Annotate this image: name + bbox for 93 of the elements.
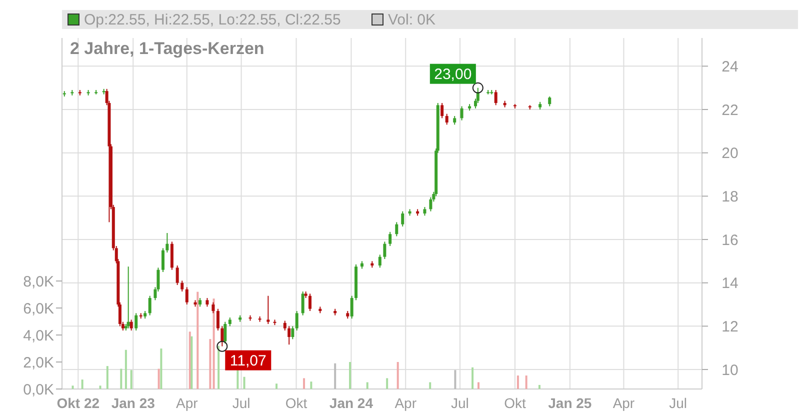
candlestick xyxy=(180,280,184,292)
y2-tick-label: 6,0K xyxy=(23,300,54,318)
candlestick xyxy=(161,248,164,272)
bar xyxy=(516,376,519,389)
bar xyxy=(236,370,239,389)
bar xyxy=(525,376,528,389)
bar xyxy=(106,366,108,389)
y-tick-label: 22 xyxy=(722,102,738,119)
x-tick-label: Jul xyxy=(451,395,469,411)
candlestick xyxy=(185,286,188,305)
x-tick-label: Okt 22 xyxy=(56,395,100,411)
candlestick xyxy=(130,319,133,331)
bar xyxy=(196,292,199,389)
candlestick xyxy=(224,321,227,344)
candlestick xyxy=(220,326,224,347)
candlestick xyxy=(401,210,404,227)
y2-tick-label: 0,0K xyxy=(23,381,54,398)
candlestick xyxy=(212,302,215,314)
annotation: 11,07 xyxy=(230,352,266,370)
y-tick-label: 14 xyxy=(722,275,738,292)
bar xyxy=(209,339,212,389)
candlestick xyxy=(548,96,552,107)
candlestick xyxy=(383,241,386,260)
y-tick-label: 12 xyxy=(722,318,738,336)
bar xyxy=(158,368,160,389)
bar xyxy=(349,362,352,389)
candlestick xyxy=(460,106,464,121)
x-tick-label: Jan 24 xyxy=(329,395,374,411)
y-tick-label: 20 xyxy=(722,145,738,162)
candlestick xyxy=(388,231,392,246)
x-tick-label: Jan 25 xyxy=(548,395,592,411)
x-tick-label: Jul xyxy=(232,395,250,411)
candlestick xyxy=(134,312,138,331)
bar xyxy=(120,368,122,389)
bar xyxy=(396,362,399,389)
candlestick xyxy=(148,295,152,316)
bar xyxy=(81,380,84,389)
bar xyxy=(276,384,278,389)
bar xyxy=(386,378,388,389)
bar xyxy=(429,382,432,389)
bar xyxy=(72,386,74,389)
bar xyxy=(472,367,474,389)
candlestick xyxy=(440,102,444,119)
x-tick-label: Jan 23 xyxy=(111,395,156,411)
text: Op:22.55, Hi:22.55, Lo:22.55, Cl:22.55 xyxy=(84,12,341,28)
candlestick xyxy=(445,113,448,126)
candlestick xyxy=(166,232,169,253)
bar xyxy=(212,298,215,389)
candlestick xyxy=(494,90,498,106)
text: Vol: 0K xyxy=(388,12,436,28)
x-tick-label: Okt xyxy=(504,395,526,411)
x-tick-label: Okt xyxy=(285,395,308,411)
bar xyxy=(190,336,193,389)
bar xyxy=(303,378,306,389)
candlestick xyxy=(288,326,291,346)
x-tick-label: Apr xyxy=(394,395,417,411)
candlestick xyxy=(291,326,294,340)
y-tick-label: 16 xyxy=(722,232,738,249)
bar xyxy=(310,382,312,389)
y2-tick-label: 2,0K xyxy=(23,354,54,372)
bar xyxy=(478,382,480,389)
bar xyxy=(99,386,102,389)
y-tick-label: 24 xyxy=(722,58,738,76)
candlestick xyxy=(176,265,179,286)
chart-title: 2 Jahre, 1-Tages-Kerzen xyxy=(70,39,264,58)
bar xyxy=(334,363,336,389)
candlestick xyxy=(308,293,312,312)
candlestick xyxy=(378,254,382,268)
candlestick xyxy=(301,291,304,316)
x-tick-label: Apr xyxy=(612,395,635,411)
bar xyxy=(124,350,127,389)
bar xyxy=(366,382,368,389)
candlestick xyxy=(283,320,286,331)
candlestick xyxy=(126,266,130,329)
y-tick-label: 18 xyxy=(722,188,738,206)
y2-tick-label: 8,0K xyxy=(23,273,54,290)
bar xyxy=(218,346,220,389)
x-tick-label: Jul xyxy=(669,395,688,411)
candlestick xyxy=(266,295,270,324)
bar xyxy=(454,370,456,389)
y2-tick-label: 4,0K xyxy=(23,327,54,344)
bar xyxy=(160,348,162,389)
bar xyxy=(130,370,132,389)
candlestick xyxy=(395,222,398,237)
y-tick-label: 10 xyxy=(722,362,738,379)
candlestick xyxy=(170,241,174,270)
annotation: 23,00 xyxy=(434,66,472,83)
candlestick xyxy=(216,308,220,331)
x-tick-label: Apr xyxy=(176,395,198,411)
bar xyxy=(243,376,246,389)
candlestick xyxy=(295,310,298,331)
bar xyxy=(538,384,540,389)
candlestick xyxy=(350,295,354,320)
